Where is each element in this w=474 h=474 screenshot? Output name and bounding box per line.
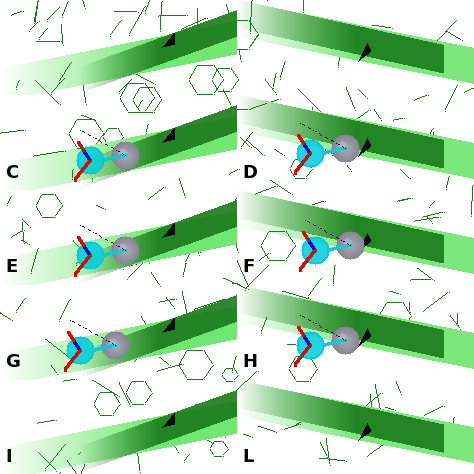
Text: D: D [243, 164, 257, 182]
Text: F: F [243, 258, 255, 276]
Text: C: C [6, 164, 19, 182]
Text: L: L [243, 448, 254, 466]
Text: G: G [6, 354, 20, 372]
Text: I: I [6, 448, 12, 466]
Text: E: E [6, 258, 18, 276]
Text: H: H [243, 354, 257, 372]
